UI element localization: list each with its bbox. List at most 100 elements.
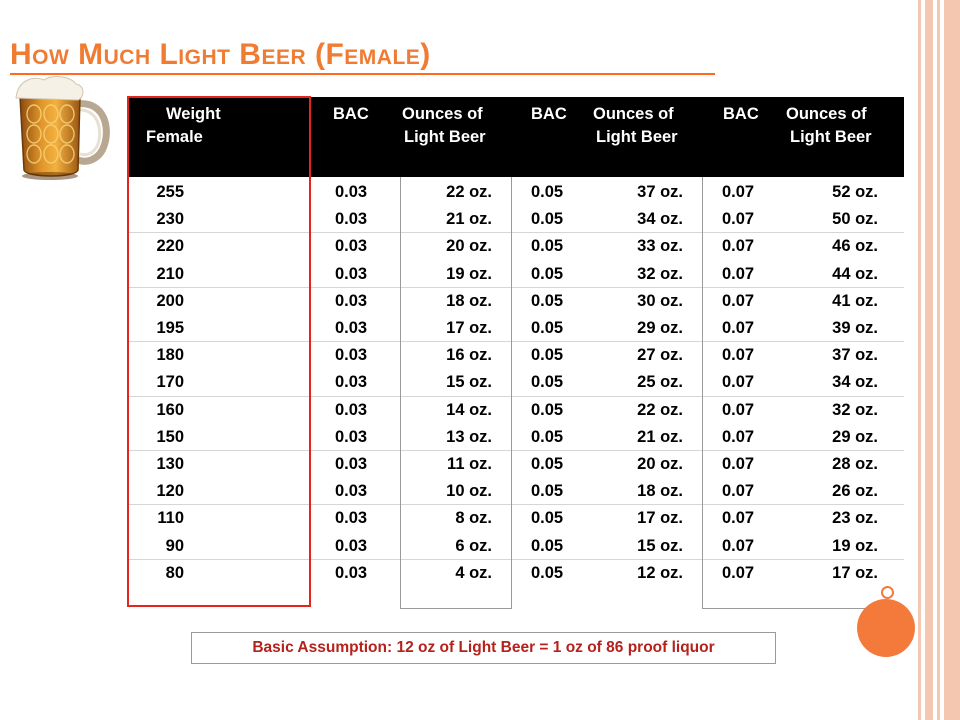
cell-oz3: 34 oz. xyxy=(832,373,878,392)
cell-oz2: 17 oz. xyxy=(637,509,683,528)
cell-oz1: 13 oz. xyxy=(446,427,492,446)
cell-bac2: 0.05 xyxy=(531,291,564,310)
edge-stripe xyxy=(937,0,940,720)
cell-oz3: 46 oz. xyxy=(832,237,878,256)
cell-weight: 220 xyxy=(156,237,184,256)
cell-oz2: 34 oz. xyxy=(637,210,683,229)
cell-oz2: 21 oz. xyxy=(637,427,683,446)
cell-weight: 210 xyxy=(156,264,184,283)
cell-bac2: 0.05 xyxy=(531,183,564,201)
header-ounces-1-line1: Ounces of xyxy=(402,105,483,123)
cell-oz1: 20 oz. xyxy=(446,237,492,256)
cell-oz1: 10 oz. xyxy=(446,482,492,501)
cell-bac1: 0.03 xyxy=(335,291,368,310)
table-header: Weight Female BAC Ounces of Light Beer B… xyxy=(128,97,904,177)
cell-weight: 150 xyxy=(156,427,184,446)
header-bac-2-label: BAC xyxy=(531,105,567,123)
header-ounces-3-line1: Ounces of xyxy=(786,105,867,123)
table-row: 255 0.03 22 oz. 0.05 37 oz. 0.07 52 oz. xyxy=(128,180,904,207)
cell-oz1: 11 oz. xyxy=(447,455,492,473)
header-ounces-2-line2: Light Beer xyxy=(596,128,678,146)
cell-oz2: 15 oz. xyxy=(637,536,683,555)
cell-oz2: 37 oz. xyxy=(637,183,683,201)
table-row: 90 0.03 6 oz. 0.05 15 oz. 0.07 19 oz. xyxy=(128,534,904,561)
cell-bac2: 0.05 xyxy=(531,373,564,392)
cell-bac3: 0.07 xyxy=(722,183,755,201)
cell-oz3: 29 oz. xyxy=(832,427,878,446)
cell-bac3: 0.07 xyxy=(722,563,755,582)
cell-weight: 170 xyxy=(156,373,184,392)
cell-bac3: 0.07 xyxy=(722,400,755,419)
header-ounces-3-line2: Light Beer xyxy=(790,128,872,146)
decorative-ring xyxy=(881,586,894,599)
cell-bac2: 0.05 xyxy=(531,264,564,283)
row-divider xyxy=(128,395,904,397)
table-row: 180 0.03 16 oz. 0.05 27 oz. 0.07 37 oz. xyxy=(128,343,904,370)
table-row: 210 0.03 19 oz. 0.05 32 oz. 0.07 44 oz. xyxy=(128,262,904,289)
cell-oz2: 18 oz. xyxy=(637,482,683,501)
cell-bac1: 0.03 xyxy=(335,264,368,283)
edge-stripe xyxy=(944,0,960,720)
header-weight: Weight Female xyxy=(146,103,296,149)
decorative-circle xyxy=(857,599,915,657)
cell-oz1: 4 oz. xyxy=(455,563,492,582)
table-row: 110 0.03 8 oz. 0.05 17 oz. 0.07 23 oz. xyxy=(128,506,904,533)
cell-bac3: 0.07 xyxy=(722,509,755,528)
cell-bac3: 0.07 xyxy=(722,427,755,446)
cell-weight: 200 xyxy=(156,291,184,310)
cell-bac2: 0.05 xyxy=(531,319,564,337)
cell-bac2: 0.05 xyxy=(531,509,564,528)
cell-oz2: 32 oz. xyxy=(637,264,683,283)
cell-bac1: 0.03 xyxy=(335,400,368,419)
cell-bac1: 0.03 xyxy=(335,183,368,201)
cell-oz3: 26 oz. xyxy=(832,482,878,501)
row-divider xyxy=(128,341,904,343)
cell-oz1: 19 oz. xyxy=(446,264,492,283)
cell-bac1: 0.03 xyxy=(335,563,368,582)
cell-weight: 160 xyxy=(156,400,184,419)
cell-oz1: 17 oz. xyxy=(446,319,492,337)
header-bac-3-label: BAC xyxy=(723,105,759,123)
table-row: 120 0.03 10 oz. 0.05 18 oz. 0.07 26 oz. xyxy=(128,479,904,506)
cell-oz3: 44 oz. xyxy=(832,264,878,283)
cell-weight: 130 xyxy=(156,455,184,473)
cell-oz3: 17 oz. xyxy=(832,563,878,582)
cell-oz3: 50 oz. xyxy=(832,210,878,229)
header-ounces-1-line2: Light Beer xyxy=(404,128,486,146)
cell-oz1: 8 oz. xyxy=(455,509,492,528)
table-row: 220 0.03 20 oz. 0.05 33 oz. 0.07 46 oz. xyxy=(128,234,904,261)
header-bac-3: BAC xyxy=(723,103,759,126)
header-bac-2: BAC xyxy=(531,103,567,126)
header-bac-1-label: BAC xyxy=(333,105,369,123)
cell-bac3: 0.07 xyxy=(722,264,755,283)
cell-bac2: 0.05 xyxy=(531,427,564,446)
cell-bac3: 0.07 xyxy=(722,319,755,337)
cell-bac1: 0.03 xyxy=(335,319,368,337)
table-row: 150 0.03 13 oz. 0.05 21 oz. 0.07 29 oz. xyxy=(128,425,904,452)
header-weight-line2: Female xyxy=(146,128,203,146)
table-row: 195 0.03 17 oz. 0.05 29 oz. 0.07 39 oz. xyxy=(128,316,904,343)
beer-mug-icon xyxy=(15,76,110,180)
cell-weight: 230 xyxy=(156,210,184,229)
cell-oz1: 18 oz. xyxy=(446,291,492,310)
cell-oz2: 29 oz. xyxy=(637,319,683,337)
cell-oz3: 23 oz. xyxy=(832,509,878,528)
cell-weight: 255 xyxy=(156,183,184,201)
cell-oz3: 37 oz. xyxy=(832,346,878,365)
cell-oz1: 16 oz. xyxy=(446,346,492,365)
cell-oz2: 22 oz. xyxy=(637,400,683,419)
row-divider xyxy=(128,232,904,234)
cell-weight: 195 xyxy=(156,319,184,337)
cell-bac3: 0.07 xyxy=(722,210,755,229)
row-divider xyxy=(128,504,904,506)
column-group-box xyxy=(702,177,902,609)
cell-weight: 120 xyxy=(156,482,184,501)
cell-bac1: 0.03 xyxy=(335,455,368,473)
cell-oz1: 6 oz. xyxy=(455,536,492,555)
cell-bac1: 0.03 xyxy=(335,482,368,501)
table-row: 160 0.03 14 oz. 0.05 22 oz. 0.07 32 oz. xyxy=(128,398,904,425)
cell-bac1: 0.03 xyxy=(335,210,368,229)
cell-oz3: 41 oz. xyxy=(832,291,878,310)
cell-oz3: 28 oz. xyxy=(832,455,878,473)
cell-oz2: 12 oz. xyxy=(637,563,683,582)
